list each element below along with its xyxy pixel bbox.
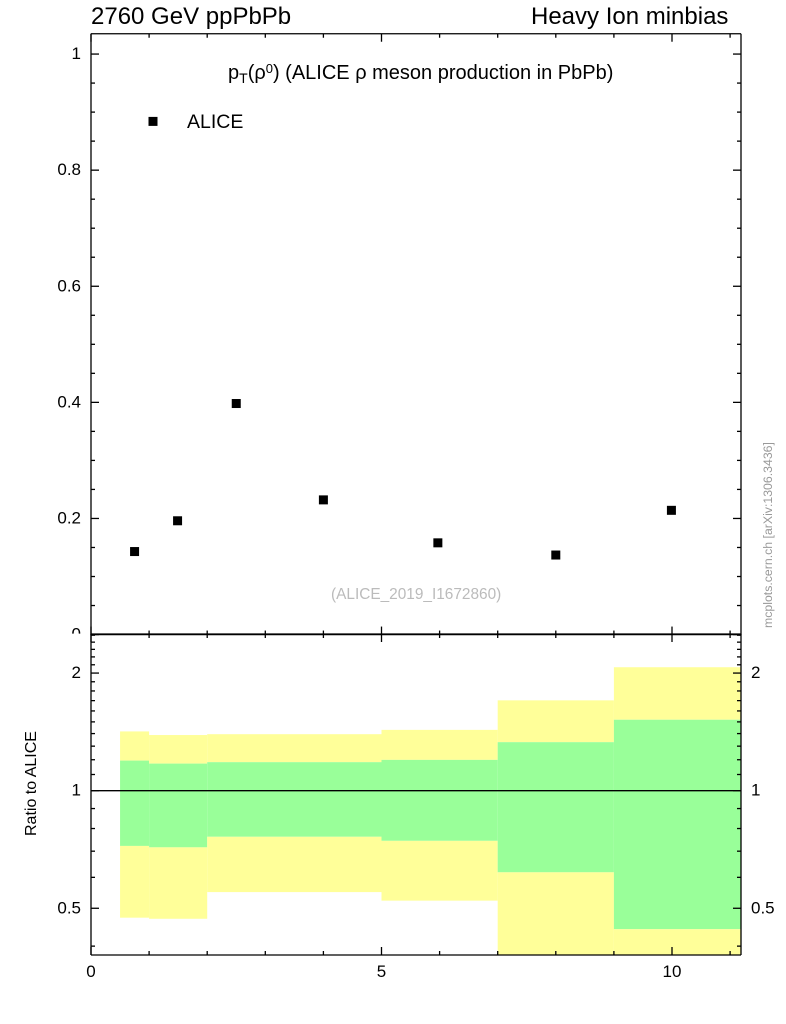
svg-text:0.4: 0.4 <box>57 392 81 411</box>
svg-text:1: 1 <box>751 781 760 800</box>
svg-text:0.8: 0.8 <box>57 160 81 179</box>
svg-text:0.2: 0.2 <box>57 508 81 527</box>
svg-text:0.5: 0.5 <box>57 898 81 917</box>
svg-text:2: 2 <box>751 663 760 682</box>
svg-text:1: 1 <box>72 44 81 63</box>
svg-text:10: 10 <box>663 962 682 981</box>
svg-text:0: 0 <box>86 962 95 981</box>
svg-text:0.5: 0.5 <box>751 898 775 917</box>
svg-text:0.6: 0.6 <box>57 276 81 295</box>
svg-text:5: 5 <box>377 962 386 981</box>
svg-text:2: 2 <box>72 663 81 682</box>
svg-text:0: 0 <box>72 625 81 644</box>
svg-text:1: 1 <box>72 781 81 800</box>
